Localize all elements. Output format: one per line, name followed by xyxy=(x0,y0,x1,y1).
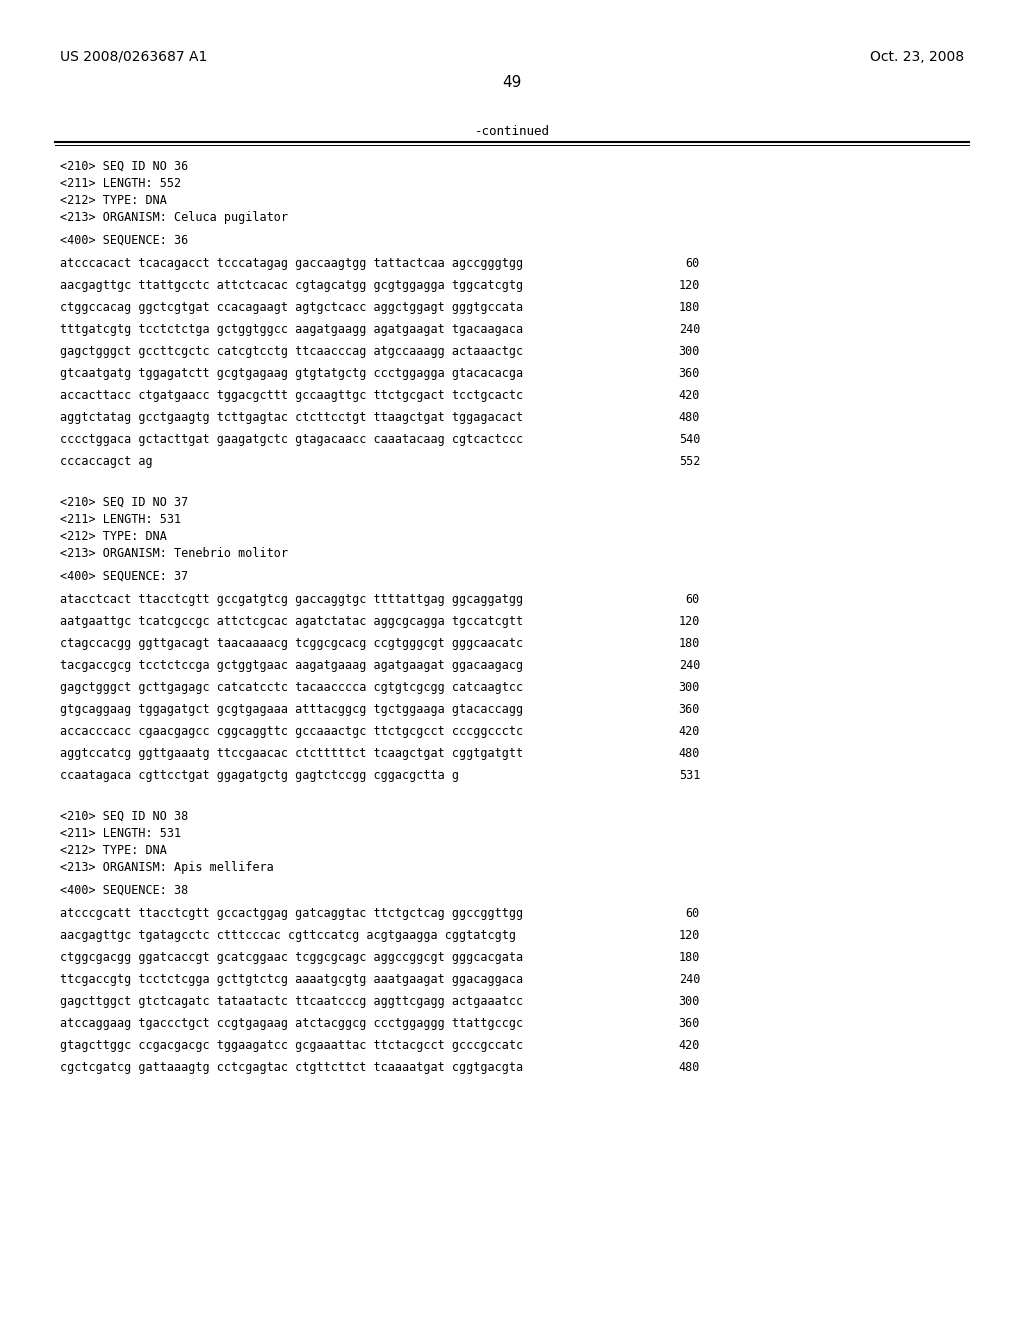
Text: atcccacact tcacagacct tcccatagag gaccaagtgg tattactcaa agccgggtgg: atcccacact tcacagacct tcccatagag gaccaag… xyxy=(60,257,523,271)
Text: accacttacc ctgatgaacc tggacgcttt gccaagttgc ttctgcgact tcctgcactc: accacttacc ctgatgaacc tggacgcttt gccaagt… xyxy=(60,389,523,403)
Text: 420: 420 xyxy=(679,1039,700,1052)
Text: <212> TYPE: DNA: <212> TYPE: DNA xyxy=(60,531,167,543)
Text: 60: 60 xyxy=(686,907,700,920)
Text: tttgatcgtg tcctctctga gctggtggcc aagatgaagg agatgaagat tgacaagaca: tttgatcgtg tcctctctga gctggtggcc aagatga… xyxy=(60,323,523,337)
Text: -continued: -continued xyxy=(474,125,550,139)
Text: accacccacc cgaacgagcc cggcaggttc gccaaactgc ttctgcgcct cccggccctc: accacccacc cgaacgagcc cggcaggttc gccaaac… xyxy=(60,725,523,738)
Text: <400> SEQUENCE: 37: <400> SEQUENCE: 37 xyxy=(60,570,188,583)
Text: ctggccacag ggctcgtgat ccacagaagt agtgctcacc aggctggagt gggtgccata: ctggccacag ggctcgtgat ccacagaagt agtgctc… xyxy=(60,301,523,314)
Text: ccaatagaca cgttcctgat ggagatgctg gagtctccgg cggacgctta g: ccaatagaca cgttcctgat ggagatgctg gagtctc… xyxy=(60,770,459,781)
Text: 240: 240 xyxy=(679,323,700,337)
Text: gagctgggct gccttcgctc catcgtcctg ttcaacccag atgccaaagg actaaactgc: gagctgggct gccttcgctc catcgtcctg ttcaacc… xyxy=(60,345,523,358)
Text: <400> SEQUENCE: 36: <400> SEQUENCE: 36 xyxy=(60,234,188,247)
Text: 300: 300 xyxy=(679,345,700,358)
Text: gagctgggct gcttgagagc catcatcctc tacaacccca cgtgtcgcgg catcaagtcc: gagctgggct gcttgagagc catcatcctc tacaacc… xyxy=(60,681,523,694)
Text: 360: 360 xyxy=(679,704,700,715)
Text: <211> LENGTH: 552: <211> LENGTH: 552 xyxy=(60,177,181,190)
Text: gagcttggct gtctcagatc tataatactc ttcaatcccg aggttcgagg actgaaatcc: gagcttggct gtctcagatc tataatactc ttcaatc… xyxy=(60,995,523,1008)
Text: 360: 360 xyxy=(679,1016,700,1030)
Text: US 2008/0263687 A1: US 2008/0263687 A1 xyxy=(60,50,208,63)
Text: gtgcaggaag tggagatgct gcgtgagaaa atttacggcg tgctggaaga gtacaccagg: gtgcaggaag tggagatgct gcgtgagaaa atttacg… xyxy=(60,704,523,715)
Text: Oct. 23, 2008: Oct. 23, 2008 xyxy=(869,50,964,63)
Text: atccaggaag tgaccctgct ccgtgagaag atctacggcg ccctggaggg ttattgccgc: atccaggaag tgaccctgct ccgtgagaag atctacg… xyxy=(60,1016,523,1030)
Text: <210> SEQ ID NO 37: <210> SEQ ID NO 37 xyxy=(60,496,188,510)
Text: <400> SEQUENCE: 38: <400> SEQUENCE: 38 xyxy=(60,884,188,898)
Text: ttcgaccgtg tcctctcgga gcttgtctcg aaaatgcgtg aaatgaagat ggacaggaca: ttcgaccgtg tcctctcgga gcttgtctcg aaaatgc… xyxy=(60,973,523,986)
Text: 480: 480 xyxy=(679,411,700,424)
Text: <213> ORGANISM: Tenebrio molitor: <213> ORGANISM: Tenebrio molitor xyxy=(60,546,288,560)
Text: <213> ORGANISM: Apis mellifera: <213> ORGANISM: Apis mellifera xyxy=(60,861,273,874)
Text: 60: 60 xyxy=(686,593,700,606)
Text: 552: 552 xyxy=(679,455,700,469)
Text: <210> SEQ ID NO 36: <210> SEQ ID NO 36 xyxy=(60,160,188,173)
Text: 480: 480 xyxy=(679,747,700,760)
Text: 49: 49 xyxy=(503,75,521,90)
Text: 180: 180 xyxy=(679,301,700,314)
Text: cccaccagct ag: cccaccagct ag xyxy=(60,455,153,469)
Text: 480: 480 xyxy=(679,1061,700,1074)
Text: gtagcttggc ccgacgacgc tggaagatcc gcgaaattac ttctacgcct gcccgccatc: gtagcttggc ccgacgacgc tggaagatcc gcgaaat… xyxy=(60,1039,523,1052)
Text: aatgaattgc tcatcgccgc attctcgcac agatctatac aggcgcagga tgccatcgtt: aatgaattgc tcatcgccgc attctcgcac agatcta… xyxy=(60,615,523,628)
Text: ctggcgacgg ggatcaccgt gcatcggaac tcggcgcagc aggccggcgt gggcacgata: ctggcgacgg ggatcaccgt gcatcggaac tcggcgc… xyxy=(60,950,523,964)
Text: <212> TYPE: DNA: <212> TYPE: DNA xyxy=(60,194,167,207)
Text: 120: 120 xyxy=(679,279,700,292)
Text: cgctcgatcg gattaaagtg cctcgagtac ctgttcttct tcaaaatgat cggtgacgta: cgctcgatcg gattaaagtg cctcgagtac ctgttct… xyxy=(60,1061,523,1074)
Text: 531: 531 xyxy=(679,770,700,781)
Text: 420: 420 xyxy=(679,389,700,403)
Text: 240: 240 xyxy=(679,973,700,986)
Text: 120: 120 xyxy=(679,929,700,942)
Text: 180: 180 xyxy=(679,638,700,649)
Text: 60: 60 xyxy=(686,257,700,271)
Text: <212> TYPE: DNA: <212> TYPE: DNA xyxy=(60,843,167,857)
Text: 360: 360 xyxy=(679,367,700,380)
Text: <210> SEQ ID NO 38: <210> SEQ ID NO 38 xyxy=(60,810,188,822)
Text: cccctggaca gctacttgat gaagatgctc gtagacaacc caaatacaag cgtcactccc: cccctggaca gctacttgat gaagatgctc gtagaca… xyxy=(60,433,523,446)
Text: atcccgcatt ttacctcgtt gccactggag gatcaggtac ttctgctcag ggccggttgg: atcccgcatt ttacctcgtt gccactggag gatcagg… xyxy=(60,907,523,920)
Text: aacgagttgc ttattgcctc attctcacac cgtagcatgg gcgtggagga tggcatcgtg: aacgagttgc ttattgcctc attctcacac cgtagca… xyxy=(60,279,523,292)
Text: ctagccacgg ggttgacagt taacaaaacg tcggcgcacg ccgtgggcgt gggcaacatc: ctagccacgg ggttgacagt taacaaaacg tcggcgc… xyxy=(60,638,523,649)
Text: <213> ORGANISM: Celuca pugilator: <213> ORGANISM: Celuca pugilator xyxy=(60,211,288,224)
Text: aacgagttgc tgatagcctc ctttcccac cgttccatcg acgtgaagga cggtatcgtg: aacgagttgc tgatagcctc ctttcccac cgttccat… xyxy=(60,929,516,942)
Text: 240: 240 xyxy=(679,659,700,672)
Text: 540: 540 xyxy=(679,433,700,446)
Text: atacctcact ttacctcgtt gccgatgtcg gaccaggtgc ttttattgag ggcaggatgg: atacctcact ttacctcgtt gccgatgtcg gaccagg… xyxy=(60,593,523,606)
Text: 300: 300 xyxy=(679,995,700,1008)
Text: <211> LENGTH: 531: <211> LENGTH: 531 xyxy=(60,828,181,840)
Text: gtcaatgatg tggagatctt gcgtgagaag gtgtatgctg ccctggagga gtacacacga: gtcaatgatg tggagatctt gcgtgagaag gtgtatg… xyxy=(60,367,523,380)
Text: 420: 420 xyxy=(679,725,700,738)
Text: tacgaccgcg tcctctccga gctggtgaac aagatgaaag agatgaagat ggacaagacg: tacgaccgcg tcctctccga gctggtgaac aagatga… xyxy=(60,659,523,672)
Text: <211> LENGTH: 531: <211> LENGTH: 531 xyxy=(60,513,181,525)
Text: 300: 300 xyxy=(679,681,700,694)
Text: 120: 120 xyxy=(679,615,700,628)
Text: aggtccatcg ggttgaaatg ttccgaacac ctctttttct tcaagctgat cggtgatgtt: aggtccatcg ggttgaaatg ttccgaacac ctctttt… xyxy=(60,747,523,760)
Text: 180: 180 xyxy=(679,950,700,964)
Text: aggtctatag gcctgaagtg tcttgagtac ctcttcctgt ttaagctgat tggagacact: aggtctatag gcctgaagtg tcttgagtac ctcttcc… xyxy=(60,411,523,424)
